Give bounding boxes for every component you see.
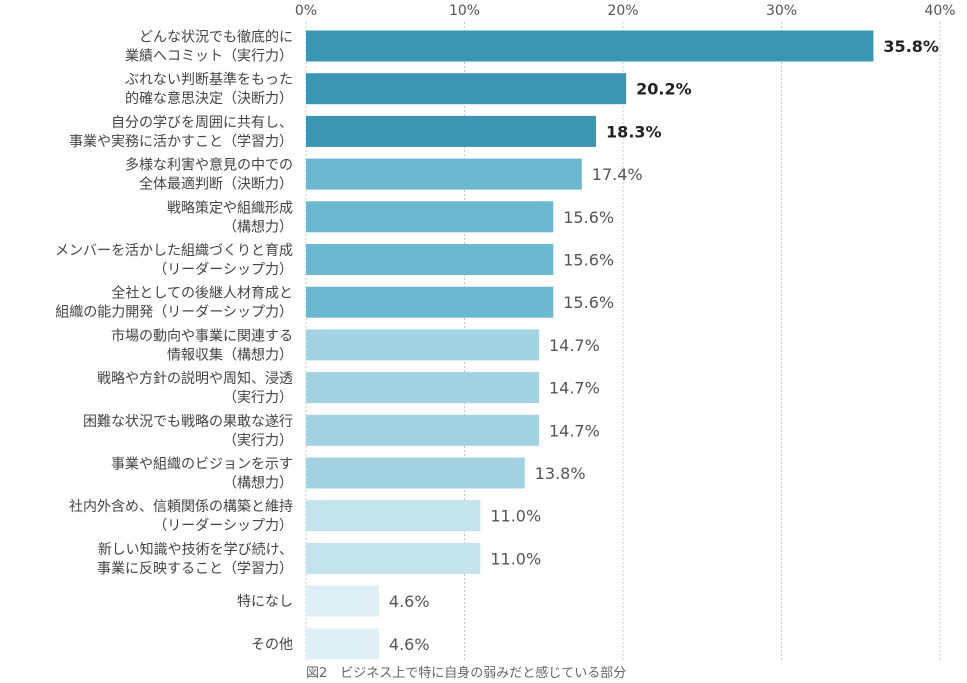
value-label: 11.0% [490,507,541,526]
value-labels: 35.8% 20.2% 18.3% 17.4% 15.6% 15.6% 15.6% 14.7%… [389,37,939,654]
bar [306,329,539,361]
category-label: 戦略や方針の説明や周知、浸透 [97,370,293,387]
bar [306,457,525,489]
category-label: （構想力） [223,219,293,235]
bar [306,628,379,660]
category-label: （実行力） [223,390,293,406]
value-label: 14.7% [549,336,600,355]
category-label: （リーダーシップ力） [153,262,293,278]
category-label: 新しい知識や技術を学び続け、 [98,541,293,558]
bar [306,73,627,105]
value-label: 15.6% [563,208,614,227]
category-label: 全社としての後継人材育成と [111,285,293,302]
value-label: 11.0% [490,549,541,568]
category-label: 市場の動向や事業に関連する [111,327,293,344]
value-label: 4.6% [389,592,430,611]
x-tick-label: 10% [449,3,480,19]
bar [306,244,554,275]
category-label: 社内外含め、信頼関係の構築と維持 [69,499,293,515]
value-label: 15.6% [563,293,614,312]
category-label: 組織の能力開発（リーダーシップ力） [55,305,293,321]
value-label: 13.8% [535,464,586,483]
category-label: （実行力） [223,433,293,449]
bar [306,115,597,147]
value-label: 14.7% [549,379,600,398]
category-label: 困難な状況でも戦略の果敢な遂行 [83,414,293,430]
value-label: 20.2% [636,80,692,99]
value-label: 35.8% [883,37,939,56]
category-label: その他 [251,637,293,653]
category-label: 戦略策定や組織形成 [167,199,293,216]
value-label: 15.6% [563,251,614,270]
category-label: 事業や実務に活かすこと（学習力） [69,134,293,150]
category-label: 業績へコミット（実行力） [125,49,293,65]
bar [306,585,379,617]
value-label: 17.4% [592,165,643,184]
category-label: 特になし [237,594,293,610]
bar [306,158,582,190]
figure-caption: 図2 ビジネス上で特に自身の弱みだと感じている部分 [306,665,626,681]
bars [306,30,874,660]
category-label: ぶれない判断基準をもった [125,71,293,88]
category-label: （構想力） [223,476,293,492]
category-label: 全体最適判断（決断力） [139,176,293,193]
category-label: （リーダーシップ力） [153,518,293,534]
x-axis-ticks: 0% 10% 20% 30% 40% [295,3,956,19]
category-label: どんな状況でも徹底的に [139,30,293,46]
x-tick-label: 20% [607,3,638,19]
value-label: 4.6% [389,635,430,654]
category-label: 自分の学びを周囲に共有し、 [111,115,293,131]
bar [306,414,539,446]
category-label: メンバーを活かした組織づくりと育成 [55,243,293,259]
bar [306,201,554,233]
bar [306,372,539,404]
bar [306,500,481,532]
bar [306,542,481,574]
bar [306,286,554,318]
bar [306,30,874,62]
x-tick-label: 30% [766,3,797,19]
x-tick-label: 0% [295,3,317,19]
category-label: 事業に反映すること（学習力） [97,561,293,577]
category-label: 事業や組織のビジョンを示す [111,457,293,473]
value-label: 14.7% [549,421,600,440]
x-tick-label: 40% [924,3,955,19]
category-label: 多様な利害や意見の中での [125,157,293,174]
value-label: 18.3% [606,122,662,141]
category-label: 情報収集（構想力） [167,346,293,363]
category-label: 的確な意思決定（決断力） [125,90,293,107]
